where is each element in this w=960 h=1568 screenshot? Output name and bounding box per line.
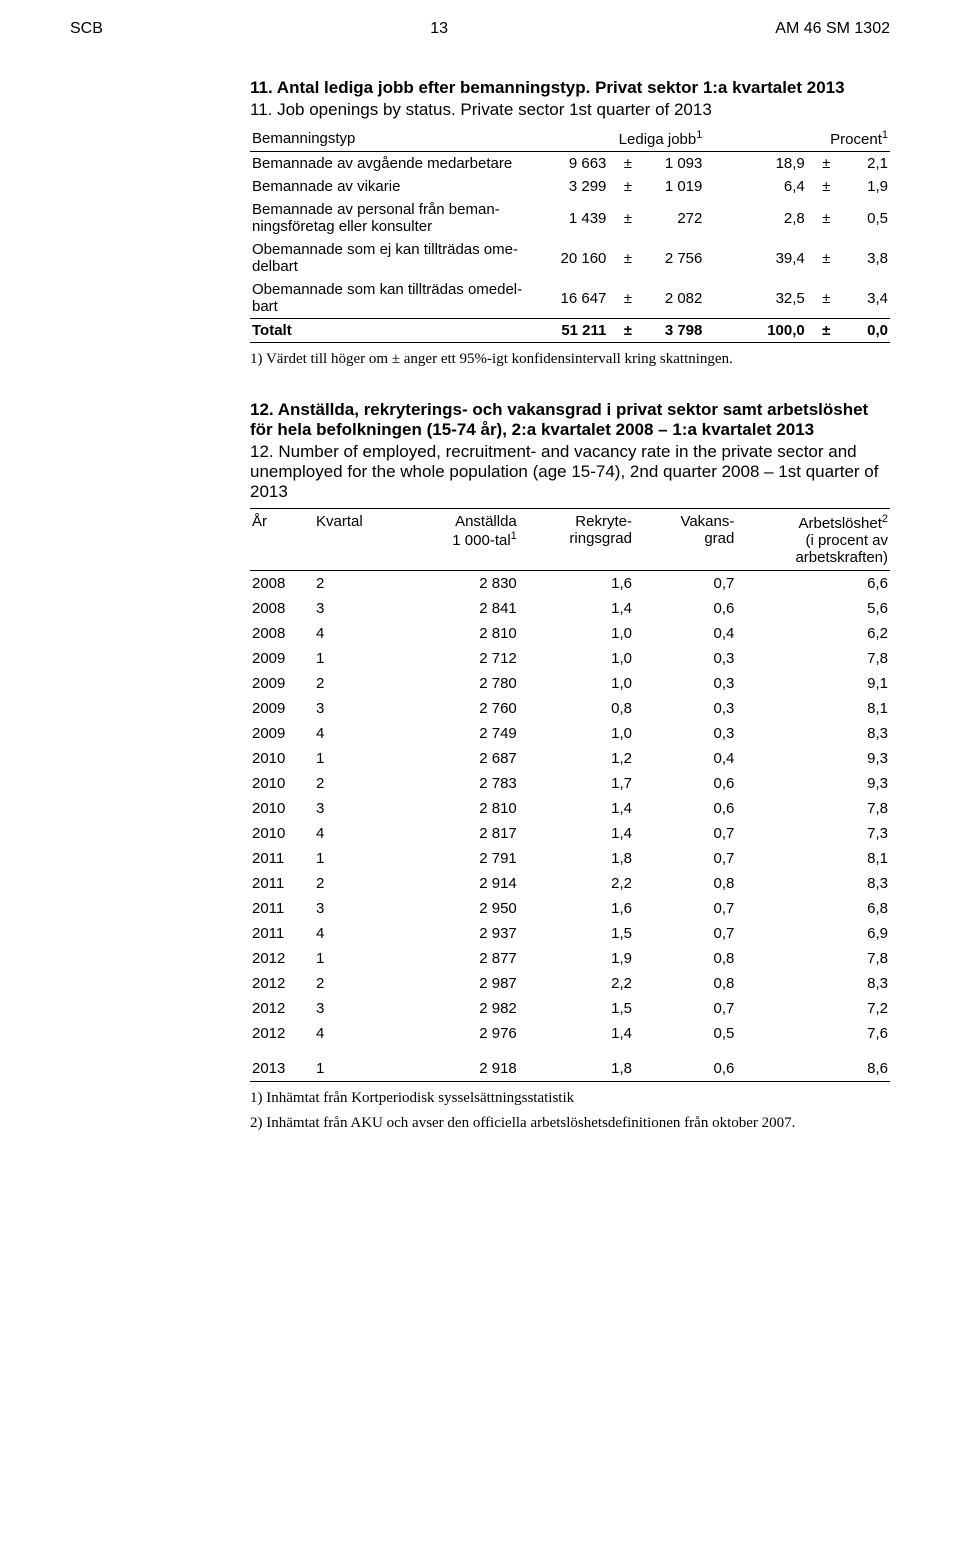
table-row: Obemannade som ej kan tillträdas ome­del… — [250, 238, 890, 278]
t11-col-jobb: Lediga jobb1 — [525, 126, 704, 152]
t12-col-employees: Anställda1 000-tal1 — [397, 509, 519, 571]
table-row: 201222 9872,20,88,3 — [250, 971, 890, 996]
table-row: 200932 7600,80,38,1 — [250, 696, 890, 721]
table-row: 200922 7801,00,39,1 — [250, 671, 890, 696]
table-row: Bemannade av avgående medarbetare9 663±1… — [250, 152, 890, 176]
table-row: Bemannade av vikarie3 299±1 0196,4±1,9 — [250, 175, 890, 198]
table-row: 201242 9761,40,57,6 — [250, 1021, 890, 1046]
t12-col-recruit: Rekryte-ringsgrad — [519, 509, 634, 571]
table-row: 201122 9142,20,88,3 — [250, 871, 890, 896]
table-row: 201142 9371,50,76,9 — [250, 921, 890, 946]
page-header: SCB 13 AM 46 SM 1302 — [70, 20, 890, 38]
table-row: Obemannade som kan tillträdas omedel­bar… — [250, 278, 890, 319]
t12-col-vacancy: Vakans-grad — [634, 509, 736, 571]
section11-title-en: 11. Job openings by status. Private sect… — [250, 100, 890, 120]
header-left: SCB — [70, 20, 103, 38]
table-row: 201112 7911,80,78,1 — [250, 846, 890, 871]
table-row: 201212 8771,90,87,8 — [250, 946, 890, 971]
t12-col-year: År — [250, 509, 314, 571]
t12-last-row: 2013 1 2 918 1,8 0,6 8,6 — [250, 1046, 890, 1082]
table-row: 201132 9501,60,76,8 — [250, 896, 890, 921]
section11-title-sv: 11. Antal lediga jobb efter bemanningsty… — [250, 78, 890, 98]
table-row: 200842 8101,00,46,2 — [250, 621, 890, 646]
t11-col-label: Bemanningstyp — [250, 126, 525, 152]
table-row: 200912 7121,00,37,8 — [250, 646, 890, 671]
table-row: 201232 9821,50,77,2 — [250, 996, 890, 1021]
table-row: 200942 7491,00,38,3 — [250, 721, 890, 746]
t11-total-row: Totalt 51 211 ± 3 798 100,0 ± 0,0 — [250, 319, 890, 343]
table-row: 201022 7831,70,69,3 — [250, 771, 890, 796]
table-row: 201012 6871,20,49,3 — [250, 746, 890, 771]
table-row: 201032 8101,40,67,8 — [250, 796, 890, 821]
table-row: 201042 8171,40,77,3 — [250, 821, 890, 846]
table12: År Kvartal Anställda1 000-tal1 Rekryte-r… — [250, 508, 890, 1082]
table11: Bemanningstyp Lediga jobb1 Procent1 Bema… — [250, 126, 890, 343]
t12-col-quarter: Kvartal — [314, 509, 397, 571]
t12-col-unemp: Arbetslöshet2(i procent avarbetskraften) — [736, 509, 890, 571]
section12-title-sv: 12. Anställda, rekryterings- och vakansg… — [250, 400, 890, 440]
section12-title-en: 12. Number of employed, recruitment- and… — [250, 442, 890, 502]
header-right: AM 46 SM 1302 — [775, 20, 890, 38]
section12-footnote1: 1) Inhämtat från Kortperiodisk sysselsät… — [250, 1090, 890, 1107]
table-row: 200822 8301,60,76,6 — [250, 571, 890, 597]
table-row: Bemannade av personal från beman­ningsfö… — [250, 198, 890, 238]
table-row: 200832 8411,40,65,6 — [250, 596, 890, 621]
t11-col-procent: Procent1 — [730, 126, 890, 152]
header-center: 13 — [430, 20, 448, 38]
section12-footnote2: 2) Inhämtat från AKU och avser den offic… — [250, 1115, 890, 1132]
section11-footnote: 1) Värdet till höger om ± anger ett 95%-… — [250, 351, 890, 368]
